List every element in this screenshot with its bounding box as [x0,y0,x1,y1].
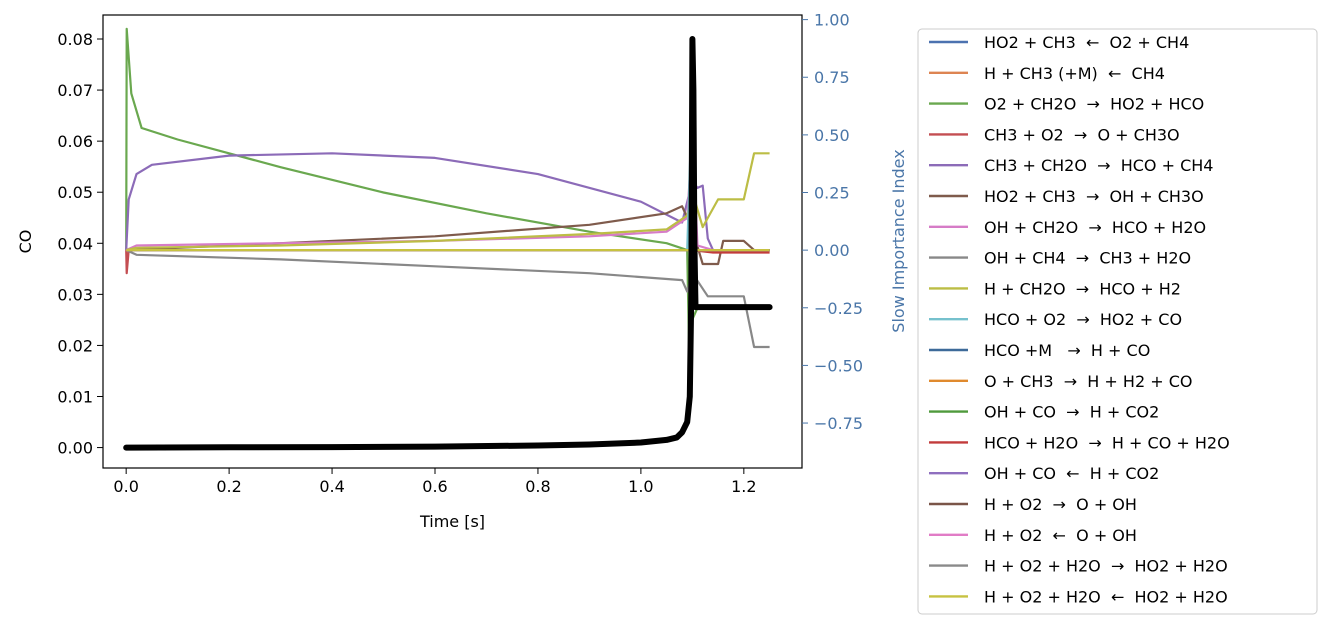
legend-label: HCO +M → H + CO [984,341,1150,360]
legend-label: H + O2 + H2O ← HO2 + H2O [984,587,1228,606]
x-tick-label: 0.6 [422,477,447,496]
y-right-tick-label: 1.00 [814,11,850,30]
legend-label: O + CH3 → H + H2 + CO [984,372,1192,391]
y-right-tick-label: 0.50 [814,126,850,145]
legend-label: HCO + H2O → H + CO + H2O [984,433,1230,452]
y-left-tick-label: 0.05 [57,183,93,202]
y-right-tick-label: −0.50 [814,356,863,375]
legend-label: H + O2 → O + OH [984,495,1137,514]
legend: HO2 + CH3 ← O2 + CH4 H + CH3 (+M) ← CH4 O2… [917,28,1318,615]
x-tick-label: 0.8 [525,477,550,496]
legend-label: H + CH2O → HCO + H2 [984,279,1181,298]
x-tick-label: 0.2 [216,477,241,496]
y-left-tick-label: 0.04 [57,234,93,253]
y-left-tick-label: 0.08 [57,30,93,49]
co-series-line [123,36,773,451]
legend-label: H + O2 + H2O → HO2 + H2O [984,557,1228,576]
legend-label: OH + CO → H + CO2 [984,403,1159,422]
y-left-tick-label: 0.00 [57,439,93,458]
legend-label: OH + CO ← H + CO2 [984,464,1159,483]
y-left-tick-label: 0.03 [57,285,93,304]
y-right-tick-label: 0.25 [814,184,850,203]
y-right-tick-label: 0.00 [814,241,850,260]
y-left-tick-label: 0.07 [57,81,93,100]
plot-frame [102,14,803,469]
y-left-tick-label: 0.02 [57,336,93,355]
series-line-7 [125,249,770,349]
series-line-2 [125,27,709,390]
y-axis-left-label: CO [16,230,35,254]
y-left-tick-label: 0.01 [57,388,93,407]
legend-label: CH3 + O2 → O + CH3O [984,125,1180,144]
y-axis-right: −0.75 −0.50 −0.25 0.00 0.25 0.50 0.75 1.00 [802,11,863,433]
y-axis-right-label: Slow Importance Index [889,149,908,332]
legend-label: HO2 + CH3 → OH + CH3O [984,187,1204,206]
y-left-tick-label: 0.06 [57,132,93,151]
series-line-4 [125,152,770,252]
legend-box [917,28,1318,615]
y-axis-left: 0.00 0.01 0.02 0.03 0.04 0.05 0.06 0.07 0.08 [57,30,103,458]
legend-label: CH3 + CH2O → HCO + CH4 [984,156,1213,175]
legend-label: H + O2 ← O + OH [984,526,1137,545]
series-line-6 [125,133,770,252]
y-right-tick-label: −0.75 [814,414,863,433]
plot-lines [125,27,770,390]
legend-label: OH + CH4 → CH3 + H2O [984,249,1191,268]
legend-label: HO2 + CH3 ← O2 + CH4 [984,33,1189,52]
y-right-tick-label: 0.75 [814,68,850,87]
x-tick-label: 0.4 [319,477,344,496]
x-tick-label: 0.0 [113,477,138,496]
series-line-3 [125,249,770,275]
legend-label: O2 + CH2O → HO2 + HCO [984,95,1204,114]
x-axis: 0.0 0.2 0.4 0.6 0.8 1.0 1.2 [113,468,757,496]
legend-label: OH + CH2O → HCO + H2O [984,218,1206,237]
series-line-5 [126,205,770,266]
x-tick-label: 1.0 [628,477,653,496]
x-axis-label: Time [s] [419,512,485,531]
x-tick-label: 1.2 [731,477,756,496]
co-series [123,36,773,451]
legend-label: HCO + O2 → HO2 + CO [984,310,1182,329]
y-right-tick-label: −0.25 [814,299,863,318]
legend-label: H + CH3 (+M) ← CH4 [984,64,1165,83]
